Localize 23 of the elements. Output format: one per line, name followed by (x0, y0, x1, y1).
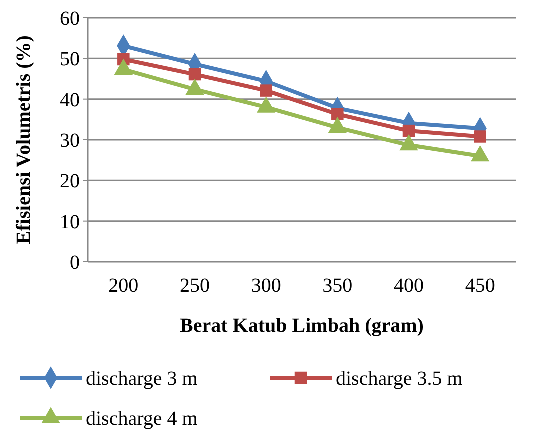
legend-label: discharge 3 m (86, 368, 198, 390)
point (332, 108, 344, 121)
legend-label: discharge 4 m (86, 408, 198, 430)
point (260, 84, 272, 97)
x-tick-label: 450 (465, 275, 496, 297)
x-tick-label: 200 (108, 275, 139, 297)
point (188, 68, 202, 81)
point (402, 124, 416, 138)
x-axis-title: Berat Katub Limbah (gram) (180, 315, 424, 337)
y-axis-title: Efisiensi Volumetris (%) (13, 36, 35, 244)
y-tick-label: 50 (60, 48, 80, 71)
legend-label: discharge 3.5 m (336, 368, 464, 390)
y-tick-label: 10 (60, 211, 80, 234)
y-tick-label: 0 (70, 252, 80, 274)
x-tick-label: 250 (180, 275, 210, 297)
y-tick-label: 40 (60, 89, 80, 112)
y-tick-label: 20 (60, 170, 80, 193)
point (474, 130, 486, 143)
x-tick-label: 300 (251, 275, 282, 297)
x-tick-label: 350 (322, 275, 353, 297)
y-tick-label: 30 (60, 130, 80, 152)
y-tick-label: 60 (60, 8, 80, 30)
x-tick-label: 400 (394, 275, 424, 297)
